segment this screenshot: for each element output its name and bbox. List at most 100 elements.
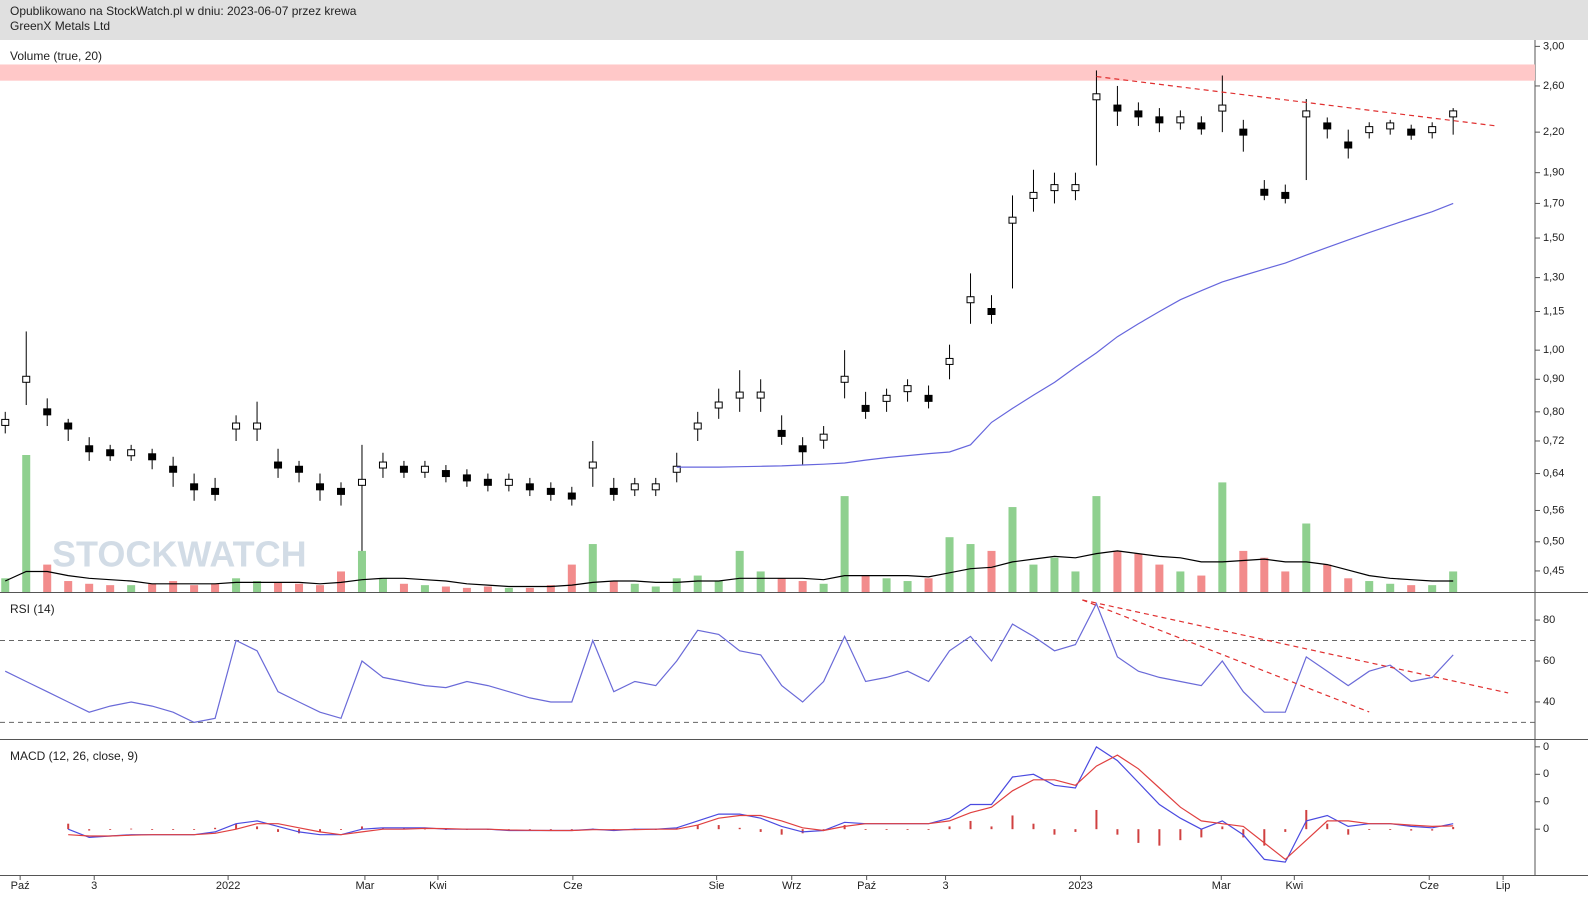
volume-bar bbox=[777, 578, 786, 592]
header-title: GreenX Metals Ltd bbox=[10, 19, 110, 33]
histogram-bar bbox=[570, 829, 573, 830]
histogram-bar bbox=[1242, 829, 1245, 838]
candle-close bbox=[378, 461, 387, 469]
volume-bar bbox=[1176, 571, 1185, 592]
candle-close bbox=[357, 478, 366, 486]
histogram-bar bbox=[402, 827, 405, 830]
candle-close bbox=[945, 357, 954, 365]
trendline bbox=[1082, 599, 1370, 713]
indicator-line bbox=[4, 602, 1454, 724]
volume-bar bbox=[1092, 496, 1101, 592]
candle-close bbox=[1302, 110, 1311, 118]
volume-bar bbox=[232, 578, 241, 592]
candle-close bbox=[525, 483, 534, 491]
y-tick-label: 1,15 bbox=[1543, 305, 1564, 317]
candle-close bbox=[1218, 104, 1227, 112]
x-tick-label: Wrz bbox=[782, 880, 801, 892]
volume-bar bbox=[861, 575, 870, 592]
histogram-bar bbox=[256, 826, 259, 830]
volume-bar bbox=[378, 578, 387, 592]
candle-close bbox=[85, 445, 94, 453]
volume-bar bbox=[1428, 585, 1437, 592]
volume-bar bbox=[462, 587, 471, 592]
macd-line bbox=[68, 754, 1454, 861]
candle-close bbox=[1449, 110, 1458, 118]
volume-bar bbox=[672, 578, 681, 592]
resistance-zone bbox=[0, 64, 1535, 81]
candle-close bbox=[336, 487, 345, 495]
volume-bar bbox=[1281, 571, 1290, 592]
y-tick-label: 60 bbox=[1543, 655, 1555, 667]
histogram-bar bbox=[1137, 829, 1140, 843]
y-tick-label: 1,30 bbox=[1543, 272, 1564, 284]
candle-close bbox=[756, 391, 765, 399]
volume-bar bbox=[1134, 553, 1143, 592]
volume-bar bbox=[609, 581, 618, 592]
candle-close bbox=[1, 418, 10, 426]
candle-close bbox=[1344, 141, 1353, 149]
histogram-bar bbox=[1410, 829, 1413, 831]
candle-close bbox=[106, 449, 115, 457]
candle-close bbox=[588, 461, 597, 469]
histogram-bar bbox=[1179, 829, 1182, 841]
candle-close bbox=[735, 391, 744, 399]
volume-bar bbox=[1407, 585, 1416, 592]
y-tick-label: 0 bbox=[1543, 823, 1549, 835]
y-tick-label: 0,90 bbox=[1543, 373, 1564, 385]
histogram-bar bbox=[759, 829, 762, 832]
candle-close bbox=[504, 478, 513, 486]
candle-close bbox=[148, 453, 157, 461]
volume-bar bbox=[336, 571, 345, 592]
volume-bar bbox=[840, 496, 849, 592]
y-tick-label: 0,64 bbox=[1543, 467, 1564, 479]
candle-close bbox=[169, 465, 178, 473]
histogram-bar bbox=[528, 829, 531, 830]
candle-close bbox=[232, 422, 241, 430]
histogram-bar bbox=[67, 823, 70, 830]
volume-bar bbox=[106, 585, 115, 592]
panel-title: Volume (true, 20) bbox=[10, 49, 102, 63]
candle-close bbox=[253, 422, 262, 430]
volume-bar bbox=[211, 583, 220, 592]
histogram-bar bbox=[339, 829, 342, 830]
y-tick-label: 0,80 bbox=[1543, 406, 1564, 418]
y-tick-label: 3,00 bbox=[1543, 40, 1564, 52]
candle-close bbox=[1239, 128, 1248, 136]
volume-bar bbox=[987, 550, 996, 592]
histogram-bar bbox=[549, 829, 552, 830]
histogram-bar bbox=[172, 829, 175, 830]
candle-close bbox=[861, 404, 870, 412]
candle-close bbox=[651, 483, 660, 491]
candle-close bbox=[966, 296, 975, 304]
y-tick-label: 0,45 bbox=[1543, 565, 1564, 577]
histogram-bar bbox=[885, 829, 888, 830]
histogram-bar bbox=[1074, 829, 1077, 832]
volume-bar bbox=[1071, 571, 1080, 592]
volume-bar bbox=[735, 550, 744, 592]
candle-close bbox=[840, 375, 849, 383]
volume-bar bbox=[1344, 578, 1353, 592]
volume-bar bbox=[714, 581, 723, 592]
volume-bar bbox=[357, 550, 366, 592]
candle-close bbox=[1260, 188, 1269, 196]
candle-close bbox=[630, 483, 639, 491]
volume-bar bbox=[148, 583, 157, 592]
volume-bar bbox=[1155, 564, 1164, 592]
histogram-bar bbox=[1431, 829, 1434, 831]
y-tick-label: 0,50 bbox=[1543, 536, 1564, 548]
candle-close bbox=[211, 487, 220, 495]
candle-close bbox=[1029, 191, 1038, 199]
histogram-bar bbox=[1095, 809, 1098, 830]
histogram-bar bbox=[360, 826, 363, 830]
histogram-bar bbox=[675, 827, 678, 830]
trendline bbox=[1096, 75, 1497, 127]
histogram-bar bbox=[1326, 823, 1329, 830]
y-tick-label: 1,90 bbox=[1543, 167, 1564, 179]
histogram-bar bbox=[696, 825, 699, 830]
volume-bar bbox=[253, 581, 262, 592]
x-tick-label: Paź bbox=[11, 880, 30, 892]
candle-close bbox=[1197, 122, 1206, 130]
histogram-bar bbox=[109, 829, 112, 830]
volume-bar bbox=[1113, 550, 1122, 592]
x-tick-label: 3 bbox=[942, 880, 948, 892]
